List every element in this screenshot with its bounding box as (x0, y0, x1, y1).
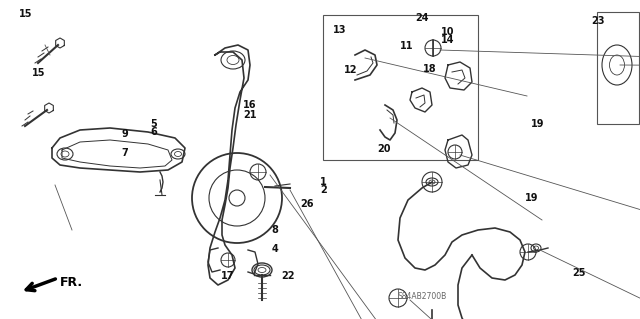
Text: 2: 2 (320, 185, 326, 195)
Text: 21: 21 (243, 110, 257, 120)
Text: 7: 7 (122, 148, 128, 158)
Text: 5: 5 (150, 119, 157, 130)
Text: 24: 24 (415, 12, 429, 23)
Text: 19: 19 (531, 119, 545, 130)
Text: 15: 15 (19, 9, 33, 19)
Text: 19: 19 (524, 193, 538, 203)
Text: 22: 22 (281, 271, 295, 281)
Text: 4: 4 (272, 244, 278, 254)
Text: 6: 6 (150, 127, 157, 137)
Text: 17: 17 (220, 271, 234, 281)
Text: 20: 20 (377, 144, 391, 154)
Text: 14: 14 (441, 35, 455, 45)
Text: 15: 15 (31, 68, 45, 78)
Text: 1: 1 (320, 177, 326, 187)
Text: FR.: FR. (60, 276, 83, 288)
Text: 26: 26 (300, 199, 314, 209)
Text: 10: 10 (441, 27, 455, 37)
Text: 12: 12 (344, 64, 358, 75)
Text: 9: 9 (122, 129, 128, 139)
Text: 8: 8 (272, 225, 278, 235)
Bar (323, 15, 478, 160)
Text: S84AB2700B: S84AB2700B (398, 292, 447, 301)
Text: 23: 23 (591, 16, 605, 26)
Text: 18: 18 (423, 63, 437, 74)
Text: 25: 25 (572, 268, 586, 278)
Text: 13: 13 (332, 25, 346, 35)
Text: 11: 11 (399, 41, 413, 51)
Text: 16: 16 (243, 100, 257, 110)
Bar (597, 12, 639, 124)
